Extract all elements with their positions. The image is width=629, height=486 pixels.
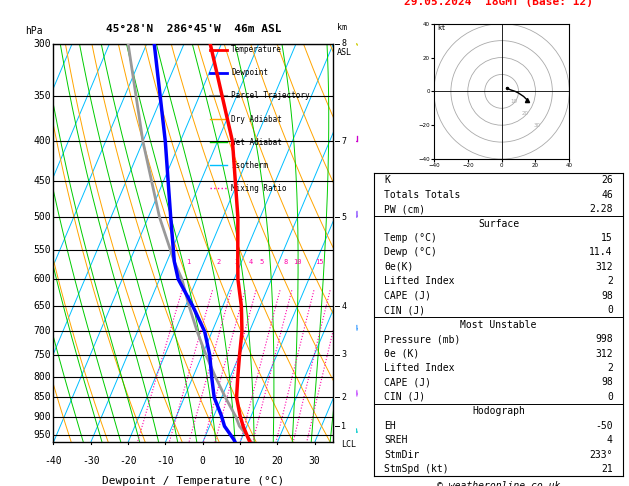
- Text: 11.4: 11.4: [589, 247, 613, 258]
- Text: hPa: hPa: [25, 26, 43, 36]
- Text: Hodograph: Hodograph: [472, 406, 525, 417]
- Text: 450: 450: [33, 176, 51, 187]
- Text: 10: 10: [510, 99, 517, 104]
- Text: 2: 2: [607, 363, 613, 373]
- Text: -30: -30: [82, 456, 99, 466]
- Text: 8: 8: [342, 39, 346, 48]
- Text: 400: 400: [33, 137, 51, 146]
- Text: Totals Totals: Totals Totals: [384, 190, 460, 200]
- Text: 350: 350: [33, 91, 51, 101]
- Text: Pressure (mb): Pressure (mb): [384, 334, 460, 344]
- Text: 5: 5: [259, 259, 264, 264]
- Text: -10: -10: [157, 456, 174, 466]
- Text: km: km: [337, 23, 347, 32]
- Text: 950: 950: [33, 430, 51, 440]
- Text: Dry Adiabat: Dry Adiabat: [231, 115, 282, 123]
- Text: Wet Adiabat: Wet Adiabat: [231, 138, 282, 147]
- Text: 29.05.2024  18GMT (Base: 12): 29.05.2024 18GMT (Base: 12): [404, 0, 593, 7]
- Text: 0: 0: [200, 456, 206, 466]
- Text: EH: EH: [384, 421, 396, 431]
- Text: 998: 998: [595, 334, 613, 344]
- Text: Mixing Ratio: Mixing Ratio: [231, 184, 287, 193]
- Text: 600: 600: [33, 274, 51, 284]
- Text: -50: -50: [595, 421, 613, 431]
- Text: kt: kt: [437, 25, 446, 32]
- Text: 312: 312: [595, 262, 613, 272]
- Text: 45°28'N  286°45'W  46m ASL: 45°28'N 286°45'W 46m ASL: [106, 24, 281, 34]
- Text: 4: 4: [248, 259, 253, 264]
- Text: 20: 20: [272, 456, 283, 466]
- Text: K: K: [384, 175, 390, 185]
- Text: -40: -40: [45, 456, 62, 466]
- Text: 550: 550: [33, 244, 51, 255]
- Text: 2: 2: [342, 393, 346, 402]
- Text: 15: 15: [314, 259, 323, 264]
- Text: 233°: 233°: [589, 450, 613, 460]
- Text: 21: 21: [601, 464, 613, 474]
- Text: 8: 8: [283, 259, 287, 264]
- Text: Surface: Surface: [478, 219, 519, 228]
- Text: 1: 1: [342, 422, 346, 431]
- Text: 4: 4: [607, 435, 613, 445]
- Text: LCL: LCL: [342, 439, 356, 449]
- Text: 850: 850: [33, 392, 51, 402]
- Text: 0: 0: [607, 392, 613, 402]
- Text: 2: 2: [216, 259, 220, 264]
- Text: Dewpoint / Temperature (°C): Dewpoint / Temperature (°C): [103, 476, 284, 486]
- Text: StmSpd (kt): StmSpd (kt): [384, 464, 449, 474]
- Text: CIN (J): CIN (J): [384, 392, 425, 402]
- Text: 46: 46: [601, 190, 613, 200]
- Text: © weatheronline.co.uk: © weatheronline.co.uk: [437, 481, 560, 486]
- Text: 2: 2: [607, 277, 613, 286]
- Text: 98: 98: [601, 291, 613, 301]
- Text: Temperature: Temperature: [231, 45, 282, 54]
- Text: 300: 300: [33, 39, 51, 49]
- Text: 7: 7: [342, 137, 346, 146]
- Text: 5: 5: [342, 213, 346, 222]
- Text: 26: 26: [601, 175, 613, 185]
- Text: Lifted Index: Lifted Index: [384, 363, 455, 373]
- Text: 900: 900: [33, 412, 51, 422]
- Text: Temp (°C): Temp (°C): [384, 233, 437, 243]
- Text: 15: 15: [601, 233, 613, 243]
- Text: 30: 30: [533, 123, 541, 128]
- Text: CAPE (J): CAPE (J): [384, 291, 431, 301]
- Text: 700: 700: [33, 327, 51, 336]
- Text: CIN (J): CIN (J): [384, 305, 425, 315]
- Text: ASL: ASL: [337, 48, 352, 57]
- Text: θe(K): θe(K): [384, 262, 414, 272]
- Text: 650: 650: [33, 301, 51, 312]
- Text: PW (cm): PW (cm): [384, 204, 425, 214]
- Text: 30: 30: [309, 456, 321, 466]
- Text: CAPE (J): CAPE (J): [384, 378, 431, 387]
- Text: 98: 98: [601, 378, 613, 387]
- Text: Dewp (°C): Dewp (°C): [384, 247, 437, 258]
- Text: 750: 750: [33, 350, 51, 360]
- Text: 800: 800: [33, 372, 51, 382]
- Text: Isotherm: Isotherm: [231, 161, 268, 170]
- Text: SREH: SREH: [384, 435, 408, 445]
- Text: 500: 500: [33, 212, 51, 222]
- Text: 10: 10: [292, 259, 301, 264]
- Text: 3: 3: [235, 259, 239, 264]
- Text: -20: -20: [120, 456, 137, 466]
- Text: 2.28: 2.28: [589, 204, 613, 214]
- Text: Dewpoint: Dewpoint: [231, 69, 268, 77]
- Text: 1: 1: [186, 259, 190, 264]
- Text: Parcel Trajectory: Parcel Trajectory: [231, 91, 310, 101]
- Text: 3: 3: [342, 350, 346, 360]
- Text: 20: 20: [522, 111, 529, 116]
- Text: Most Unstable: Most Unstable: [460, 320, 537, 330]
- Text: 0: 0: [607, 305, 613, 315]
- Text: 10: 10: [234, 456, 246, 466]
- Text: StmDir: StmDir: [384, 450, 420, 460]
- Text: 312: 312: [595, 348, 613, 359]
- Text: 4: 4: [342, 302, 346, 311]
- Text: θe (K): θe (K): [384, 348, 420, 359]
- Text: Lifted Index: Lifted Index: [384, 277, 455, 286]
